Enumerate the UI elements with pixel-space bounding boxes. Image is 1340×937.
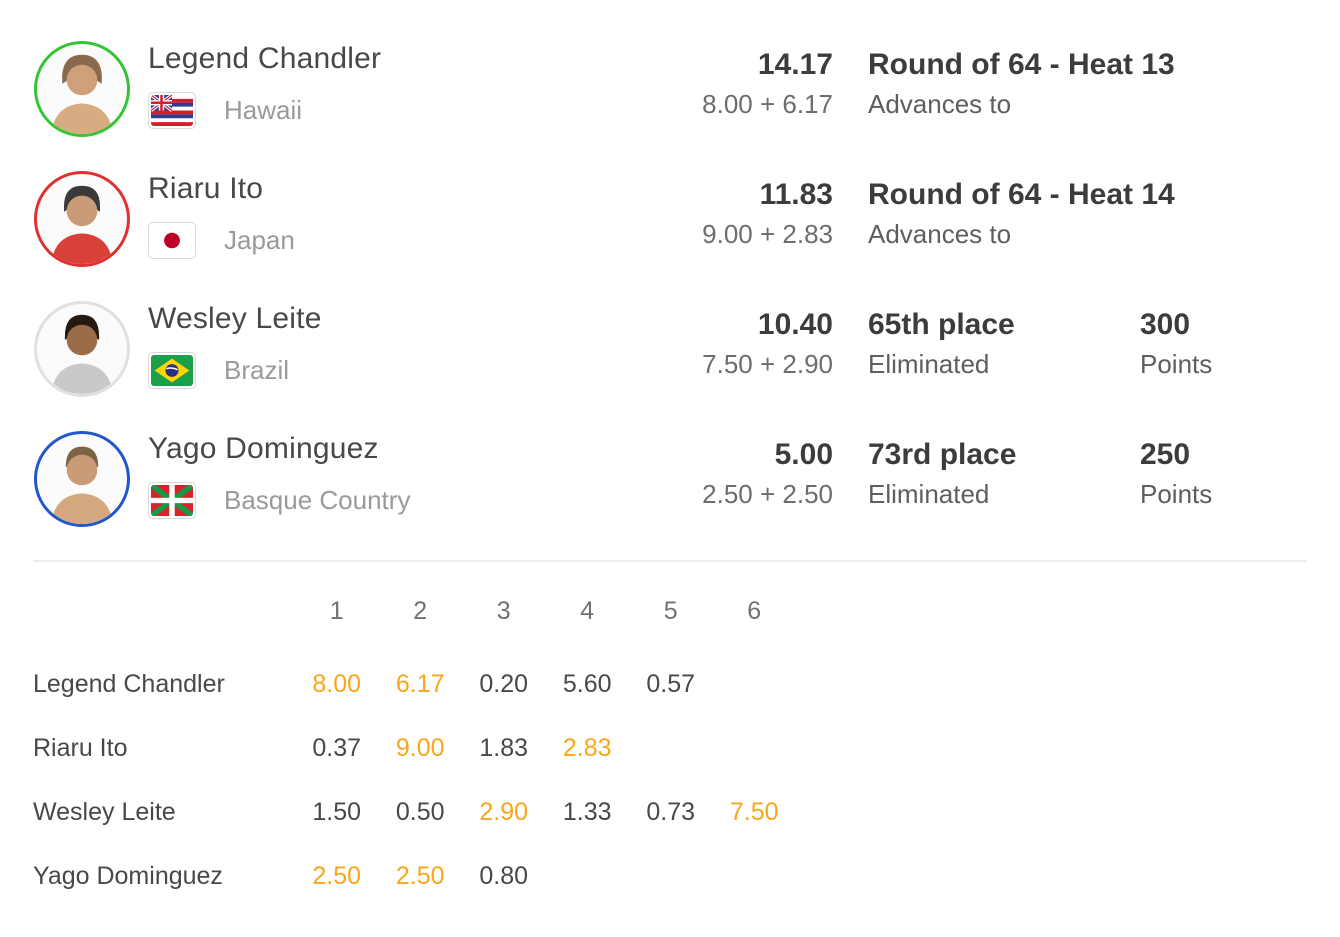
- surfer-avatar[interactable]: [34, 171, 130, 267]
- result-block: Round of 64 - Heat 14 Advances to: [868, 176, 1175, 254]
- hawaii-flag-icon: [148, 92, 196, 129]
- result-title: 65th place: [868, 308, 1015, 341]
- score-breakdown: 2.50 + 2.50: [702, 479, 833, 509]
- wave-score-cell: 2.83: [562, 733, 612, 762]
- surfer-name-block: Riaru Ito Japan: [148, 170, 295, 259]
- basque-country-flag-icon: [148, 482, 196, 519]
- wave-score-cell: 7.50: [729, 797, 779, 826]
- wave-score-cell: 0.37: [312, 733, 362, 762]
- flag-row: Japan: [148, 222, 295, 259]
- japan-flag-icon: [148, 222, 196, 259]
- heat-total-score: 11.83: [759, 178, 833, 211]
- wave-score-cell: 0.80: [479, 861, 529, 890]
- wave-score-cell: 0.50: [395, 797, 445, 826]
- wave-score-cell: 1.50: [312, 797, 362, 826]
- points-value: 250: [1140, 438, 1191, 471]
- surfer-row: Yago Dominguez Basque Country 5.00 2.50 …: [0, 430, 1340, 560]
- wave-score-cell: 2.50: [312, 861, 362, 890]
- wave-score-cell: 9.00: [395, 733, 445, 762]
- country-label: Japan: [224, 225, 295, 255]
- wave-row: Yago Dominguez 2.50 2.50 0.80: [0, 844, 1340, 908]
- wave-header-cell: 5: [663, 597, 678, 625]
- surfer-name-block: Wesley Leite Brazil: [148, 300, 322, 389]
- wave-header-cell: 6: [747, 597, 762, 625]
- country-label: Brazil: [224, 355, 290, 385]
- wave-score-cell: 2.50: [395, 861, 445, 890]
- score-breakdown: 8.00 + 6.17: [702, 89, 833, 119]
- wave-header-cell: 2: [413, 597, 428, 625]
- surfer-name[interactable]: Riaru Ito: [148, 172, 264, 205]
- points-value: 300: [1140, 308, 1191, 341]
- points-label: Points: [1140, 349, 1213, 379]
- surfer-avatar[interactable]: [34, 431, 130, 527]
- result-title: 73rd place: [868, 438, 1017, 471]
- country-label: Basque Country: [224, 485, 411, 515]
- score-breakdown: 7.50 + 2.90: [702, 349, 833, 379]
- section-divider: [33, 560, 1307, 562]
- surfer-row: Legend Chandler: [0, 40, 1340, 170]
- result-block: 73rd place Eliminated: [868, 436, 1016, 514]
- result-subtitle: Advances to: [868, 219, 1012, 249]
- wave-surfer-name: Riaru Ito: [33, 733, 128, 762]
- surfer-photo-placeholder: [51, 446, 113, 524]
- heat-total-score: 10.40: [757, 308, 833, 341]
- result-subtitle: Eliminated: [868, 479, 990, 509]
- wave-score-cell: 5.60: [562, 669, 612, 698]
- score-block: 14.17 8.00 + 6.17: [608, 46, 833, 124]
- wave-score-cell: 0.57: [646, 669, 696, 698]
- score-block: 5.00 2.50 + 2.50: [608, 436, 833, 514]
- points-label: Points: [1140, 479, 1213, 509]
- surfer-name-block: Yago Dominguez Basque Country: [148, 430, 410, 519]
- wave-header-cell: 4: [580, 597, 595, 625]
- wave-header-cell: 3: [496, 597, 511, 625]
- heat-total-score: 5.00: [774, 438, 833, 471]
- wave-surfer-name: Wesley Leite: [33, 797, 176, 826]
- brazil-flag-icon: [148, 352, 196, 389]
- result-title: Round of 64 - Heat 14: [868, 178, 1175, 211]
- points-block: 300 Points: [1140, 306, 1212, 384]
- wave-score-cell: 8.00: [312, 669, 362, 698]
- surfer-avatar[interactable]: [34, 301, 130, 397]
- surfer-photo-placeholder: [51, 185, 113, 264]
- wave-score-cell: 0.20: [479, 669, 529, 698]
- surfer-row: Wesley Leite Brazil 10.40 7.50 + 2.90 65…: [0, 300, 1340, 430]
- wave-table-body: Legend Chandler 8.00 6.17 0.20 5.60 0.57…: [0, 652, 1340, 908]
- wave-row: Riaru Ito 0.37 9.00 1.83 2.83: [0, 716, 1340, 780]
- result-block: 65th place Eliminated: [868, 306, 1015, 384]
- heat-summary-section: Legend Chandler: [0, 40, 1340, 560]
- result-subtitle: Advances to: [868, 89, 1012, 119]
- wave-score-cell: 1.33: [562, 797, 612, 826]
- wave-row: Wesley Leite 1.50 0.50 2.90 1.33 0.73 7.…: [0, 780, 1340, 844]
- score-block: 10.40 7.50 + 2.90: [608, 306, 833, 384]
- surfer-name[interactable]: Yago Dominguez: [148, 432, 379, 465]
- wave-row: Legend Chandler 8.00 6.17 0.20 5.60 0.57: [0, 652, 1340, 716]
- wave-table-header: 1 2 3 4 5 6: [0, 598, 1340, 624]
- score-breakdown: 9.00 + 2.83: [702, 219, 833, 249]
- flag-row: Brazil: [148, 352, 322, 389]
- wave-surfer-name: Legend Chandler: [33, 669, 225, 698]
- country-label: Hawaii: [224, 95, 303, 125]
- result-subtitle: Eliminated: [868, 349, 990, 379]
- surfer-name[interactable]: Legend Chandler: [148, 42, 382, 75]
- flag-row: Basque Country: [148, 482, 410, 519]
- points-block: 250 Points: [1140, 436, 1212, 514]
- surfer-name[interactable]: Wesley Leite: [148, 302, 322, 335]
- wave-score-cell: 0.73: [646, 797, 696, 826]
- wave-surfer-name: Yago Dominguez: [33, 861, 223, 890]
- wave-score-cell: 6.17: [395, 669, 445, 698]
- surfer-avatar[interactable]: [34, 41, 130, 137]
- surfer-photo-placeholder: [51, 314, 113, 394]
- flag-row: Hawaii: [148, 92, 381, 129]
- wave-scores-table: 1 2 3 4 5 6 Legend Chandler 8.00 6.17 0.…: [0, 598, 1340, 908]
- surfer-name-block: Legend Chandler: [148, 40, 381, 129]
- surfer-photo-placeholder: [51, 54, 113, 134]
- wave-score-cell: 1.83: [479, 733, 529, 762]
- wave-header-cell: 1: [329, 597, 344, 625]
- surfer-row: Riaru Ito Japan 11.83 9.00 + 2.83 Round …: [0, 170, 1340, 300]
- wave-score-cell: 2.90: [479, 797, 529, 826]
- score-block: 11.83 9.00 + 2.83: [608, 176, 833, 254]
- heat-total-score: 14.17: [757, 48, 833, 81]
- result-block: Round of 64 - Heat 13 Advances to: [868, 46, 1175, 124]
- result-title: Round of 64 - Heat 13: [868, 48, 1175, 81]
